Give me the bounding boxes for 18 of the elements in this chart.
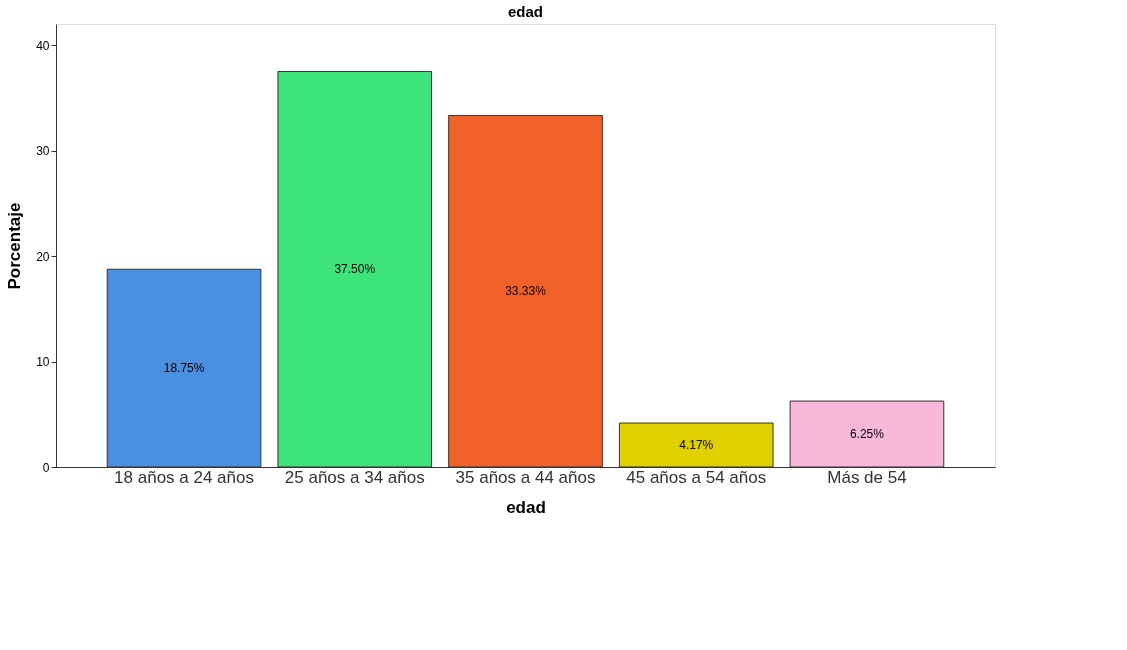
data-label: 4.17% xyxy=(679,438,714,453)
x-tick-label: 35 años a 44 años xyxy=(455,467,596,487)
y-tick-label: 0 xyxy=(42,460,50,475)
chart-title: edad xyxy=(507,3,544,20)
x-axis-title: edad xyxy=(506,497,546,517)
x-tick-label: Más de 54 xyxy=(827,467,907,487)
data-label: 33.33% xyxy=(505,284,547,299)
data-label: 6.25% xyxy=(849,427,885,442)
x-tick-label: 18 años a 24 años xyxy=(114,467,254,487)
data-label: 37.50% xyxy=(334,262,376,277)
data-label: 18.75% xyxy=(163,361,205,376)
x-tick-label: 45 años a 54 años xyxy=(626,467,767,487)
y-tick-label: 30 xyxy=(36,144,50,159)
y-tick-label: 20 xyxy=(36,249,50,264)
y-tick-label: 40 xyxy=(36,38,50,53)
y-axis-title: Porcentaje xyxy=(5,202,25,290)
y-tick-label: 10 xyxy=(36,355,50,370)
x-tick-label: 25 años a 34 años xyxy=(284,467,425,487)
